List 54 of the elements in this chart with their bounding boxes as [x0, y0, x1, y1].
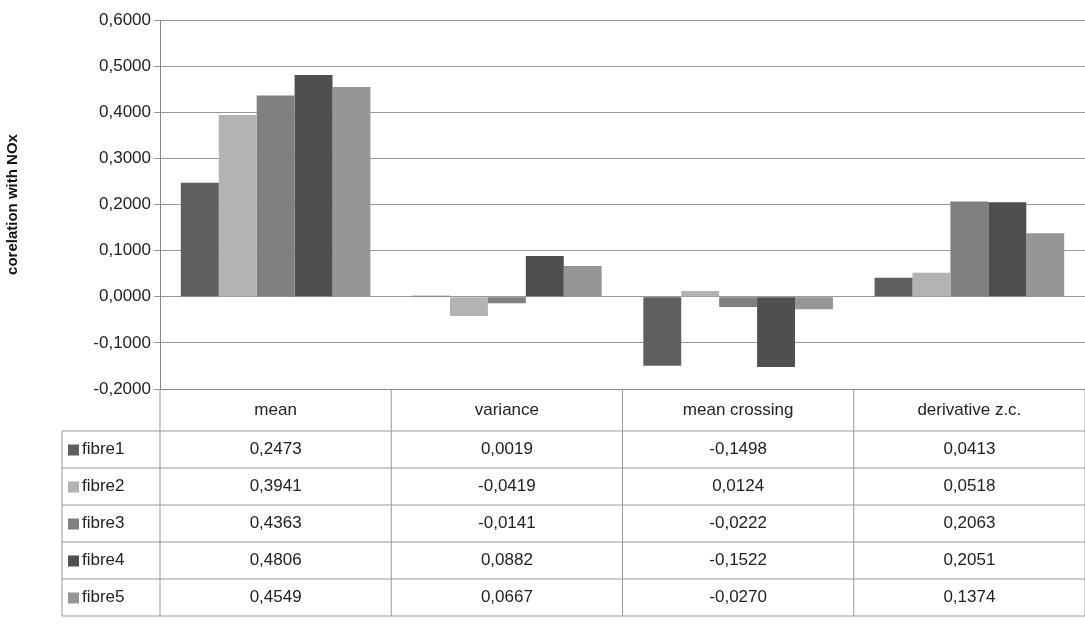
x-tick-label: variance	[474, 399, 540, 419]
y-tick-label: -0,2000	[93, 378, 151, 398]
bar	[218, 114, 257, 297]
legend-label: fibre1	[82, 439, 125, 459]
data-label: -0,0222	[709, 513, 767, 533]
y-tick-label: 0,6000	[99, 9, 151, 29]
data-label: 0,4806	[249, 550, 302, 570]
legend-label: fibre4	[82, 550, 125, 570]
data-label: 0,0882	[480, 550, 533, 570]
data-label: -0,0141	[478, 513, 536, 533]
legend-label: fibre5	[82, 587, 125, 607]
y-tick-label: -0,1000	[93, 332, 151, 352]
data-label: 0,2063	[943, 513, 996, 533]
bar	[487, 297, 526, 304]
data-label: 0,4549	[249, 587, 302, 607]
bar	[950, 201, 989, 297]
bar	[643, 297, 682, 366]
y-axis-title: corelation with NOx	[3, 133, 21, 275]
y-tick-label: 0,3000	[99, 148, 151, 168]
data-label: 0,0124	[712, 476, 765, 496]
bar	[525, 256, 564, 297]
bar	[681, 291, 720, 297]
data-label: 0,2473	[249, 439, 302, 459]
data-label: 0,1374	[943, 587, 996, 607]
bar	[719, 297, 758, 307]
bar	[256, 95, 295, 297]
data-label: 0,0413	[943, 439, 996, 459]
data-label: -0,1498	[709, 439, 767, 459]
x-tick-label: mean crossing	[682, 399, 794, 419]
bar	[912, 272, 951, 297]
data-label: 0,3941	[249, 476, 302, 496]
legend-label: fibre3	[82, 513, 125, 533]
data-label: -0,1522	[709, 550, 767, 570]
x-tick-label: mean	[254, 399, 297, 419]
bar	[874, 277, 913, 297]
legend-label: fibre2	[82, 476, 125, 496]
data-label: 0,4363	[249, 513, 302, 533]
data-label: 0,2051	[943, 550, 996, 570]
data-label: 0,0019	[480, 439, 533, 459]
bar	[449, 297, 488, 317]
data-label: 0,0667	[480, 587, 533, 607]
data-label: 0,0518	[943, 476, 996, 496]
bar	[988, 202, 1027, 297]
data-label: -0,0270	[709, 587, 767, 607]
bar	[757, 297, 796, 367]
y-tick-label: 0,4000	[99, 101, 151, 121]
y-tick-label: 0,0000	[99, 286, 151, 306]
y-tick-label: 0,5000	[99, 55, 151, 75]
y-tick-label: 0,1000	[99, 240, 151, 260]
bar	[180, 182, 219, 297]
x-tick-label: derivative z.c.	[917, 399, 1022, 419]
bar	[294, 75, 333, 297]
data-label: -0,0419	[478, 476, 536, 496]
y-tick-label: 0,2000	[99, 194, 151, 214]
